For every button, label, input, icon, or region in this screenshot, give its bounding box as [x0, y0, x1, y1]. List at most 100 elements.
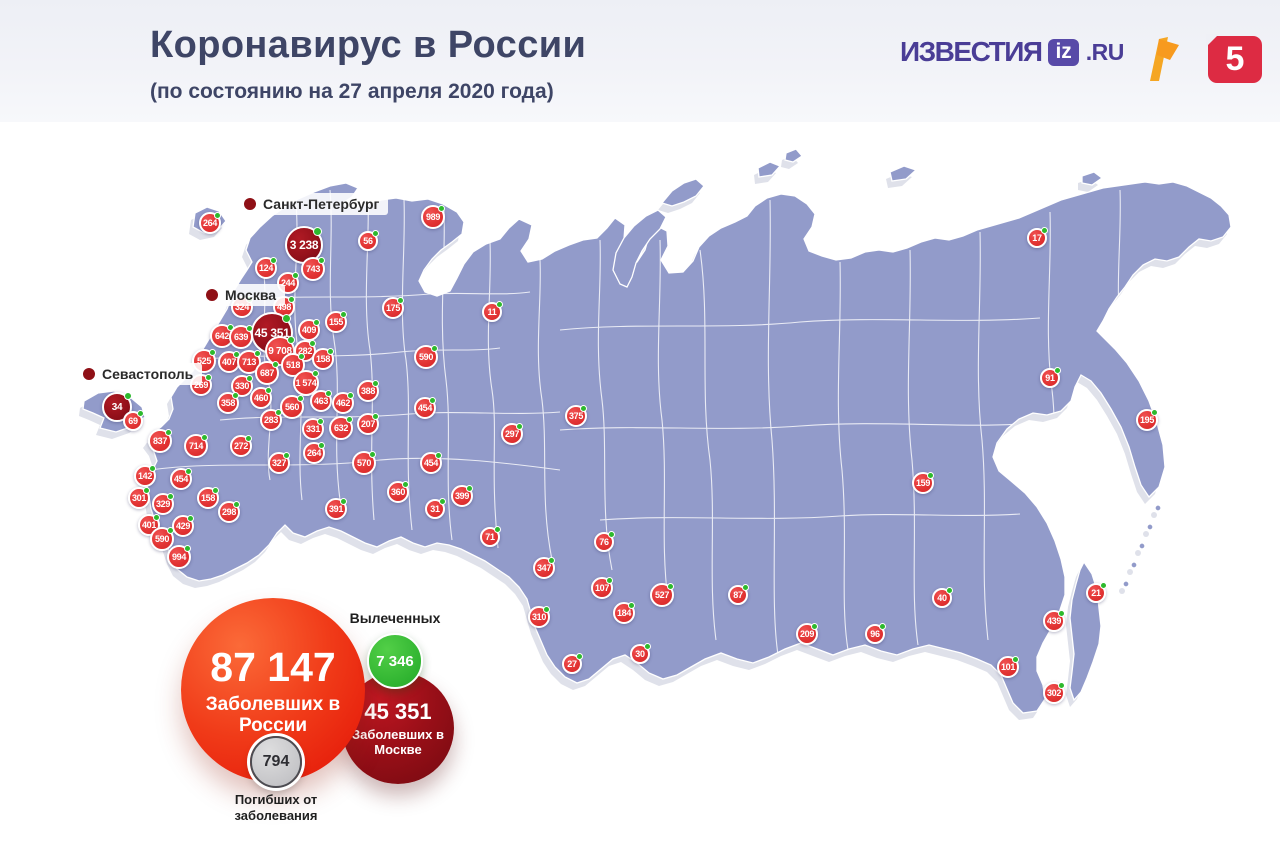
recovered-dot-icon	[1151, 408, 1159, 416]
deaths-value: 794	[262, 753, 290, 770]
recovered-dot-icon	[397, 296, 405, 304]
region-marker-value: 71	[485, 532, 495, 542]
region-marker: 297	[501, 422, 524, 445]
region-marker-value: 525	[196, 356, 212, 366]
region-marker: 264	[303, 441, 326, 464]
region-marker: 454	[414, 396, 437, 419]
region-marker: 743	[301, 257, 325, 281]
recovered-dot-icon	[187, 514, 195, 522]
recovered-dot-icon	[643, 643, 651, 651]
recovered-dot-icon	[368, 451, 376, 459]
region-marker-value: 301	[131, 493, 147, 503]
region-marker-value: 244	[280, 278, 296, 288]
region-marker-value: 124	[258, 263, 274, 273]
region-marker: 388	[357, 379, 380, 402]
region-marker: 375	[565, 404, 588, 427]
recovered-dot-icon	[143, 486, 151, 494]
region-marker-value: 272	[233, 441, 249, 451]
recovered-dot-icon	[275, 408, 283, 416]
region-marker: 463	[310, 389, 333, 412]
city-label-text: Санкт-Петербург	[263, 196, 380, 212]
recovered-dot-icon	[312, 227, 322, 237]
region-marker-value: 391	[328, 504, 344, 514]
region-marker: 71	[480, 526, 501, 547]
region-marker: 283	[260, 408, 283, 431]
recovered-dot-icon	[313, 318, 321, 326]
recovered-dot-icon	[1012, 655, 1020, 663]
region-marker: 207	[357, 412, 380, 435]
city-dot-icon	[206, 289, 218, 301]
region-marker-value: 590	[418, 352, 434, 362]
region-marker: 460	[250, 386, 273, 409]
region-marker: 560	[280, 395, 304, 419]
region-marker-value: 463	[313, 396, 329, 406]
region-marker: 209	[796, 622, 819, 645]
region-marker-value: 3 238	[289, 238, 319, 252]
region-marker: 632	[329, 416, 353, 440]
city-dot-icon	[83, 368, 95, 380]
region-marker-value: 1 574	[295, 378, 317, 388]
recovered-dot-icon	[466, 484, 474, 492]
page-title: Коронавирус в России	[150, 24, 587, 66]
region-marker: 301	[128, 486, 151, 509]
recovered-dot-icon	[214, 211, 222, 219]
region-marker-value: 40	[937, 593, 947, 603]
region-marker-value: 324	[234, 302, 250, 312]
recovered-dot-icon	[288, 295, 296, 303]
region-marker-value: 358	[220, 398, 236, 408]
recovered-dot-icon	[340, 497, 348, 505]
recovered-dot-icon	[205, 373, 213, 381]
izvestia-logo: ИЗВЕСТИЯ iz .RU	[900, 36, 1124, 68]
recovered-dot-icon	[311, 370, 319, 378]
recovered-dot-icon	[878, 623, 886, 631]
recovered-dot-icon	[402, 480, 410, 488]
region-marker-value: 399	[454, 491, 470, 501]
region-marker-value: 360	[390, 487, 406, 497]
recovered-dot-icon	[543, 605, 551, 613]
region-marker-value: 454	[173, 474, 189, 484]
recovered-dot-icon	[232, 391, 240, 399]
region-marker: 429	[172, 514, 195, 537]
recovered-dot-icon	[286, 336, 295, 345]
region-marker-value: 283	[263, 415, 279, 425]
region-marker-value: 302	[1046, 688, 1062, 698]
region-marker: 11	[482, 301, 503, 322]
region-marker-value: 310	[531, 612, 547, 622]
region-marker: 454	[420, 451, 443, 474]
region-marker-value: 184	[616, 608, 632, 618]
region-marker: 91	[1040, 367, 1061, 388]
recovered-dot-icon	[1058, 609, 1066, 617]
recovered-dot-icon	[1040, 227, 1048, 235]
region-marker: 454	[170, 467, 193, 490]
region-marker-value: 429	[175, 521, 191, 531]
recovered-dot-icon	[607, 531, 615, 539]
region-marker: 96	[865, 623, 886, 644]
region-marker: 439	[1043, 609, 1066, 632]
recovered-dot-icon	[347, 391, 355, 399]
recovered-dot-icon	[283, 451, 291, 459]
recovered-dot-icon	[580, 404, 588, 412]
region-marker-value: 713	[241, 357, 257, 367]
city-dot-icon	[244, 198, 256, 210]
recovered-dot-icon	[166, 527, 174, 535]
channel5-logo: 5	[1206, 34, 1262, 83]
recovered-dot-icon	[575, 653, 583, 661]
recovered-dot-icon	[212, 486, 220, 494]
recovered-dot-icon	[245, 325, 253, 333]
region-marker-value: 91	[1045, 373, 1055, 383]
recovered-dot-icon	[493, 526, 501, 534]
recovered-dot-icon	[167, 492, 175, 500]
region-marker-value: 570	[356, 458, 372, 468]
region-marker: 195	[1136, 408, 1159, 431]
region-marker: 30	[630, 643, 651, 664]
region-marker-value: 498	[276, 302, 292, 312]
recovered-dot-icon	[372, 412, 380, 420]
region-marker-value: 407	[221, 357, 237, 367]
recovered-dot-icon	[628, 601, 636, 609]
deaths-bubble: 794	[250, 736, 302, 788]
recovered-dot-icon	[606, 576, 614, 584]
city-label-text: Москва	[225, 287, 277, 303]
region-marker: 175	[382, 296, 405, 319]
region-marker-value: 175	[385, 303, 401, 313]
